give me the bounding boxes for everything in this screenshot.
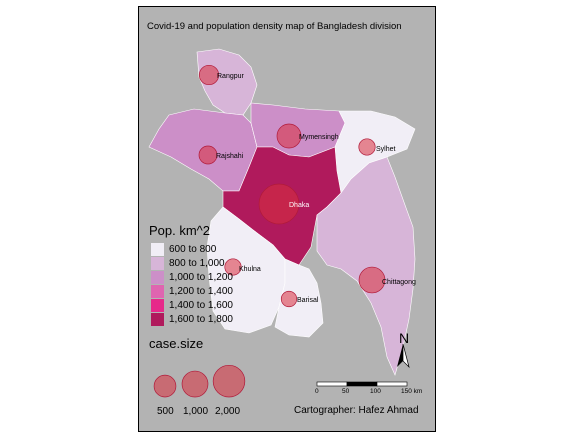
legend-swatch [151, 299, 164, 312]
scale-tick-150: 150 km [401, 388, 422, 395]
size-legend-bubble-1000 [181, 370, 209, 398]
size-legend-bubble-2000 [212, 364, 246, 398]
case-bubble-barisal [280, 290, 298, 308]
scale-tick-100: 100 [370, 388, 381, 395]
legend-row: 1,600 to 1,800 [151, 313, 233, 326]
legend-title: Pop. km^2 [149, 223, 211, 238]
legend-row: 600 to 800 [151, 243, 216, 256]
legend-label: 1,200 to 1,400 [169, 286, 233, 297]
legend-row: 1,000 to 1,200 [151, 271, 233, 284]
scale-tick-0: 0 [315, 388, 319, 395]
map-canvas: Rangpur Rajshahi Mymensingh Sylhet Dhaka Khul… [148, 48, 422, 398]
map-title: Covid-19 and population density map of B… [147, 21, 402, 32]
case-bubbles [198, 64, 386, 308]
legend-label: 1,000 to 1,200 [169, 272, 233, 283]
size-legend-label-2000: 2,000 [215, 406, 241, 417]
size-legend-title: case.size [149, 336, 204, 351]
legend-label: 600 to 800 [169, 244, 217, 255]
scale-tick-50: 50 [342, 388, 350, 395]
legend-swatch [151, 285, 164, 298]
division-label-dhaka: Dhaka [289, 202, 309, 209]
legend-label: 1,400 to 1,600 [169, 300, 233, 311]
division-label-barisal: Barisal [297, 297, 319, 304]
scale-bar: 0 50 100 150 km [315, 381, 422, 395]
legend-label: 800 to 1,000 [169, 258, 225, 269]
division-label-khulna: Khulna [239, 266, 261, 273]
size-legend-label-1000: 1,000 [183, 406, 209, 417]
cartographer-credit: Cartographer: Hafez Ahmad [294, 405, 419, 416]
case-bubble-mymensingh [276, 123, 302, 149]
legend-row: 800 to 1,000 [151, 257, 225, 270]
case-bubble-dhaka [258, 183, 300, 225]
map-frame: Rangpur Rajshahi Mymensingh Sylhet Dhaka Khul… [138, 6, 436, 432]
north-label: N [399, 330, 410, 346]
case-bubble-rajshahi [198, 145, 218, 165]
division-labels: Rangpur Rajshahi Mymensingh Sylhet Dhaka Khul… [216, 73, 416, 304]
division-label-chittagong: Chittagong [382, 279, 416, 286]
legend-swatch [151, 271, 164, 284]
legend-swatch [151, 313, 164, 326]
size-legend-label-500: 500 [157, 406, 174, 417]
size-legend-bubble-500 [153, 374, 177, 398]
division-label-rajshahi: Rajshahi [216, 153, 244, 160]
legend-swatch [151, 257, 164, 270]
division-khulna[interactable] [206, 206, 286, 334]
division-label-mymensingh: Mymensingh [299, 134, 339, 141]
legend-swatch [151, 243, 164, 256]
case-bubble-chittagong [358, 266, 386, 294]
legend-row: 1,400 to 1,600 [151, 299, 233, 312]
case-bubble-khulna [224, 258, 242, 276]
division-barisal[interactable] [274, 258, 324, 338]
division-label-rangpur: Rangpur [217, 73, 245, 80]
legend-row: 1,200 to 1,400 [151, 285, 233, 298]
case-bubble-sylhet [358, 138, 376, 156]
case-bubble-rangpur [198, 64, 220, 86]
division-label-sylhet: Sylhet [376, 146, 396, 153]
north-arrow-icon [397, 343, 410, 369]
legend-label: 1,600 to 1,800 [169, 314, 233, 325]
